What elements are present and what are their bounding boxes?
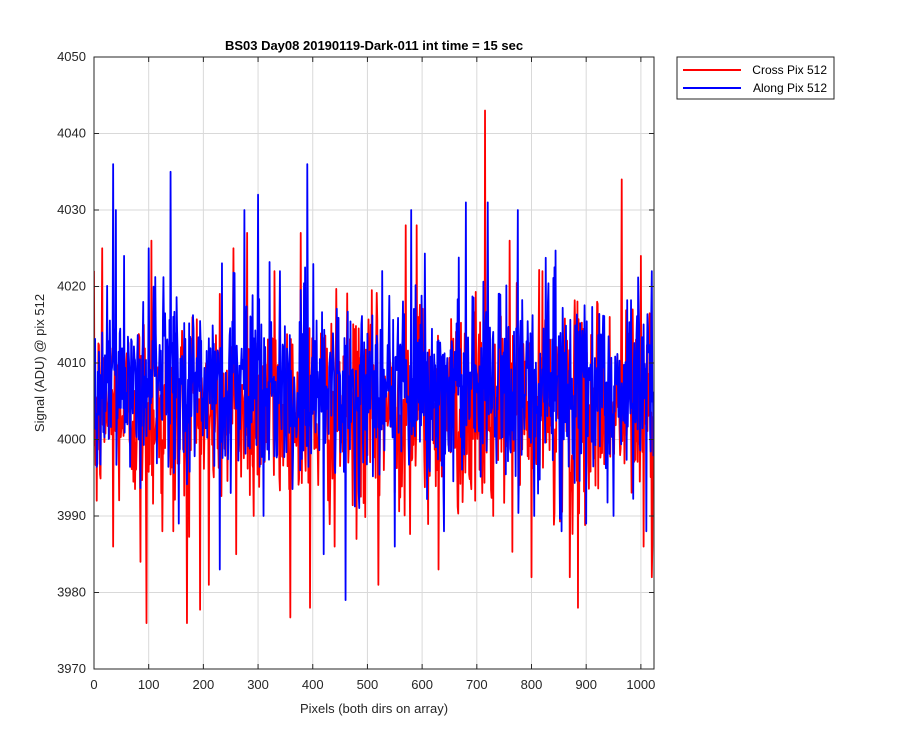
x-tick-label: 100 xyxy=(138,677,160,692)
y-tick-label: 4050 xyxy=(57,49,86,64)
y-tick-label: 4020 xyxy=(57,279,86,294)
x-tick-label: 400 xyxy=(302,677,324,692)
chart-title: BS03 Day08 20190119-Dark-011 int time = … xyxy=(225,38,523,53)
y-tick-label: 4000 xyxy=(57,432,86,447)
x-tick-label: 1000 xyxy=(626,677,655,692)
y-tick-label: 4040 xyxy=(57,126,86,141)
legend: Cross Pix 512 Along Pix 512 xyxy=(676,56,835,100)
series-layer xyxy=(94,109,654,624)
tick-marks xyxy=(93,56,654,670)
x-tick-label: 0 xyxy=(90,677,97,692)
y-tick-label: 4010 xyxy=(57,355,86,370)
x-axis-label: Pixels (both dirs on array) xyxy=(300,701,448,716)
legend-box xyxy=(676,56,835,100)
y-tick-labels: 3970 3980 3990 4000 4010 4020 4030 4040 4050 xyxy=(57,49,86,676)
y-tick-label: 4030 xyxy=(57,202,86,217)
x-tick-label: 800 xyxy=(521,677,543,692)
y-tick-label: 3990 xyxy=(57,508,86,523)
legend-label-cross: Cross Pix 512 xyxy=(752,63,827,77)
y-tick-label: 3970 xyxy=(57,661,86,676)
x-tick-label: 900 xyxy=(575,677,597,692)
legend-label-along: Along Pix 512 xyxy=(753,81,827,95)
y-axis-label: Signal (ADU) @ pix 512 xyxy=(32,294,47,432)
x-tick-label: 700 xyxy=(466,677,488,692)
series-line-1 xyxy=(94,163,654,602)
x-tick-label: 300 xyxy=(247,677,269,692)
x-tick-label: 200 xyxy=(193,677,215,692)
y-tick-label: 3980 xyxy=(57,585,86,600)
x-tick-label: 600 xyxy=(411,677,433,692)
x-tick-label: 500 xyxy=(357,677,379,692)
x-tick-labels: 0 100 200 300 400 500 600 700 800 900 1000 xyxy=(90,677,655,692)
